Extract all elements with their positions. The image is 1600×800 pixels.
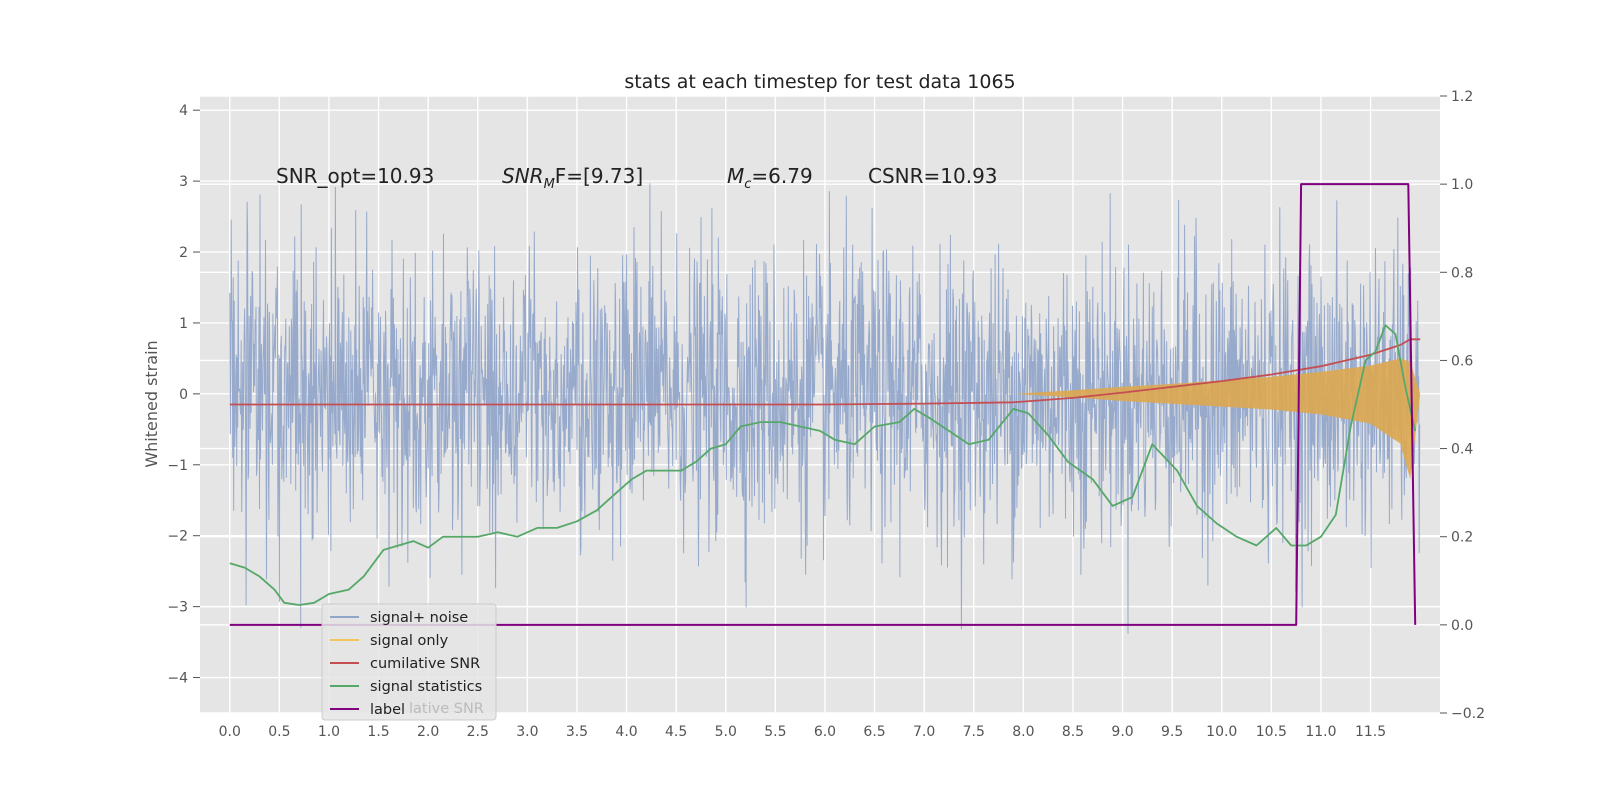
x-tick-label: 5.5 — [764, 724, 786, 740]
x-tick-label: 10.0 — [1206, 724, 1237, 740]
x-tick-label: 8.0 — [1012, 724, 1034, 740]
x-tick-label: 1.0 — [318, 724, 340, 740]
legend-label-signal-noise: signal+ noise — [370, 610, 468, 626]
y2-tick-label: 0.8 — [1451, 265, 1473, 281]
x-tick-label: 4.0 — [615, 724, 637, 740]
x-tick-label: 8.5 — [1062, 724, 1084, 740]
x-tick-label: 6.5 — [863, 724, 885, 740]
annotation-snr-mf: SNRMF=[9.73] — [502, 164, 643, 192]
x-tick-label: 9.5 — [1161, 724, 1183, 740]
legend-label-signal-statistics: signal statistics — [370, 679, 482, 695]
legend-box — [321, 603, 497, 721]
x-tick-label: 5.0 — [715, 724, 737, 740]
y2-tick-label: 0.6 — [1451, 353, 1473, 369]
y2-tick-label: 0.0 — [1451, 618, 1473, 634]
y2-tick-label: 0.2 — [1451, 530, 1473, 546]
signal-only-band — [229, 358, 1421, 479]
line-series — [229, 183, 1421, 626]
x-tick-label: 3.5 — [566, 724, 588, 740]
x-tick-label: 6.0 — [814, 724, 836, 740]
x-tick-label: 4.5 — [665, 724, 687, 740]
y-tick-label: 3 — [179, 174, 188, 190]
x-tick-label: 1.5 — [367, 724, 389, 740]
y-tick-label: −1 — [167, 458, 188, 474]
legend-label-signal-only: signal only — [370, 633, 449, 649]
x-tick-label: 9.0 — [1111, 724, 1133, 740]
cumulative-snr-line — [229, 338, 1421, 406]
signal-noise-line — [229, 183, 1421, 634]
legend: lative SNR signal+ noise signal only cum… — [321, 603, 497, 721]
x-tick-label: 7.5 — [963, 724, 985, 740]
x-tick-label: 7.0 — [913, 724, 935, 740]
legend-label-label: label — [370, 702, 405, 718]
annotation-snr-opt: SNR_opt=10.93 — [276, 164, 434, 188]
annotation-chirp-mass-tail: =6.79 — [751, 164, 812, 188]
y-tick-label: 1 — [179, 316, 188, 332]
y-tick-label: −3 — [167, 600, 188, 616]
x-tick-label: 11.0 — [1305, 724, 1336, 740]
y-tick-label: 4 — [179, 103, 188, 119]
y2-tick-label: 1.2 — [1451, 89, 1473, 105]
y-axis-label: Whitened strain — [142, 340, 161, 467]
x-tick-label: 0.5 — [268, 724, 290, 740]
legend-label-cumulative-snr: cumilative SNR — [370, 656, 480, 672]
x-tick-label: 10.5 — [1256, 724, 1287, 740]
legend-ghost-text: lative SNR — [409, 701, 484, 717]
annotation-snr-mf-tail: F=[9.73] — [555, 164, 643, 188]
x-tick-label: 2.5 — [467, 724, 489, 740]
annotation-chirp-mass-sub: c — [744, 177, 751, 192]
y-tick-label: 2 — [179, 245, 188, 261]
annotation-snr-mf-sub: M — [544, 177, 555, 192]
signal-statistics-line — [229, 324, 1417, 606]
label-line — [229, 183, 1417, 626]
annotation-chirp-mass-main: M — [727, 164, 744, 188]
signal-noise-series — [229, 183, 1421, 634]
annotation-csnr: CSNR=10.93 — [868, 164, 998, 188]
y2-tick-label: −0.2 — [1451, 706, 1485, 722]
y-tick-label: 0 — [179, 387, 188, 403]
x-tick-label: 3.0 — [516, 724, 538, 740]
y2-tick-label: 1.0 — [1451, 177, 1473, 193]
y2-tick-label: 0.4 — [1451, 442, 1473, 458]
y-tick-label: −4 — [167, 671, 188, 687]
chart-title: stats at each timestep for test data 106… — [624, 71, 1015, 93]
x-tick-label: 2.0 — [417, 724, 439, 740]
annotation-snr-mf-main: SNR — [502, 164, 544, 188]
axis-ticks: 0.0 0.5 1.0 1.5 2.0 2.5 3.0 3.5 4.0 4.5 5.0 5.5 6.0 6… — [167, 89, 1485, 740]
annotation-chirp-mass: Mc=6.79 — [727, 164, 813, 192]
y-tick-label: −2 — [167, 529, 188, 545]
signal-only-series — [229, 358, 1421, 479]
x-tick-label: 0.0 — [219, 724, 241, 740]
x-tick-label: 11.5 — [1355, 724, 1386, 740]
